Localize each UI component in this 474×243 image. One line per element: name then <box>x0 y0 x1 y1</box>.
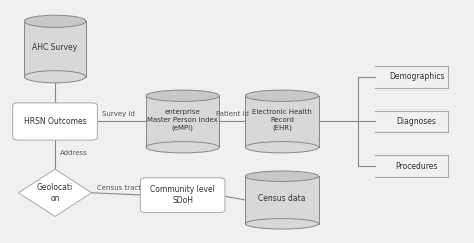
Ellipse shape <box>245 171 319 182</box>
Ellipse shape <box>146 142 219 153</box>
Text: Census tract: Census tract <box>97 185 141 191</box>
Bar <box>245 96 319 147</box>
Bar <box>146 96 219 147</box>
Text: Geolocati
on: Geolocati on <box>37 183 73 203</box>
Text: AHC Survey: AHC Survey <box>33 43 78 52</box>
Bar <box>24 21 86 77</box>
Polygon shape <box>18 169 91 216</box>
FancyBboxPatch shape <box>140 178 225 213</box>
FancyBboxPatch shape <box>13 103 97 140</box>
Ellipse shape <box>245 219 319 229</box>
Text: Procedures: Procedures <box>395 162 438 171</box>
Text: Survey id: Survey id <box>102 111 135 117</box>
Ellipse shape <box>245 142 319 153</box>
Ellipse shape <box>245 90 319 101</box>
Bar <box>245 176 319 224</box>
Text: enterprise
Master Person Index
(eMPI): enterprise Master Person Index (eMPI) <box>147 109 218 131</box>
Text: HRSN Outcomes: HRSN Outcomes <box>24 117 86 126</box>
Ellipse shape <box>24 15 86 27</box>
Text: Census data: Census data <box>258 194 306 203</box>
Ellipse shape <box>24 71 86 83</box>
Text: Address: Address <box>60 150 87 156</box>
Text: Diagnoses: Diagnoses <box>397 117 437 126</box>
Ellipse shape <box>146 90 219 101</box>
Text: Electronic Health
Record
(EHR): Electronic Health Record (EHR) <box>252 109 312 131</box>
Text: Demographics: Demographics <box>389 72 444 81</box>
Text: Patient id: Patient id <box>216 111 249 117</box>
Text: Community level
SDoH: Community level SDoH <box>150 185 215 205</box>
